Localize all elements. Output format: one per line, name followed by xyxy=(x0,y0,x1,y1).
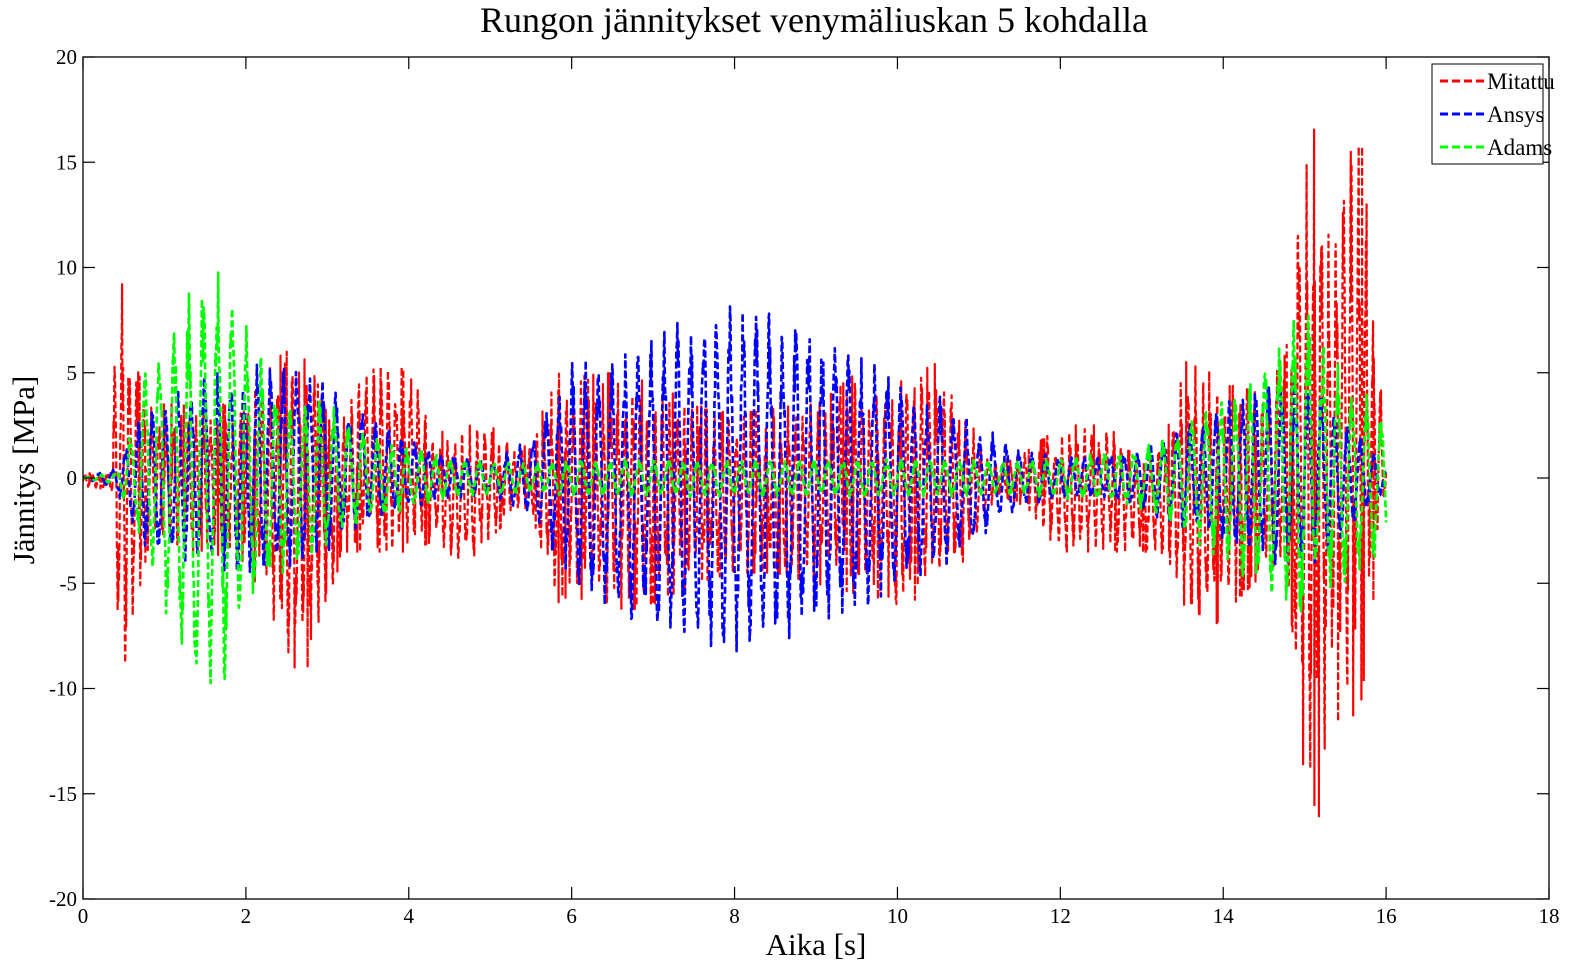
y-axis-label: Jännitys [MPa] xyxy=(6,376,41,565)
legend-label-mitattu: Mitattu xyxy=(1487,69,1555,94)
x-tick-label: 2 xyxy=(241,904,252,928)
y-tick-label: -20 xyxy=(49,887,77,911)
x-tick-label: 12 xyxy=(1050,904,1071,928)
y-axis: -20 -15 -10 -5 0 5 10 15 20 xyxy=(49,45,1549,911)
y-tick-label: 20 xyxy=(56,45,77,69)
legend-label-ansys: Ansys xyxy=(1487,102,1545,127)
chart-title: Rungon jännitykset venymäliuskan 5 kohda… xyxy=(480,0,1148,40)
legend-label-adams: Adams xyxy=(1487,135,1552,160)
y-tick-label: 15 xyxy=(56,150,77,174)
x-tick-label: 8 xyxy=(729,904,740,928)
series-line-adams xyxy=(83,271,1388,685)
x-tick-label: 18 xyxy=(1539,904,1560,928)
y-tick-label: -15 xyxy=(49,782,77,806)
y-tick-label: -5 xyxy=(60,571,78,595)
y-tick-label: 10 xyxy=(56,256,77,280)
x-tick-label: 14 xyxy=(1213,904,1235,928)
x-axis-label: Aika [s] xyxy=(766,927,867,962)
x-tick-label: 0 xyxy=(78,904,89,928)
y-tick-label: -10 xyxy=(49,677,77,701)
legend: Mitattu Ansys Adams xyxy=(1431,63,1555,165)
series-layer xyxy=(83,128,1388,818)
x-tick-label: 16 xyxy=(1376,904,1397,928)
y-tick-label: 5 xyxy=(67,361,78,385)
x-tick-label: 10 xyxy=(887,904,908,928)
x-tick-label: 4 xyxy=(404,904,415,928)
legend-box xyxy=(1431,63,1544,165)
x-axis: 0 2 4 6 8 10 12 14 16 18 xyxy=(78,57,1560,928)
x-tick-label: 6 xyxy=(566,904,577,928)
y-tick-label: 0 xyxy=(67,466,78,490)
